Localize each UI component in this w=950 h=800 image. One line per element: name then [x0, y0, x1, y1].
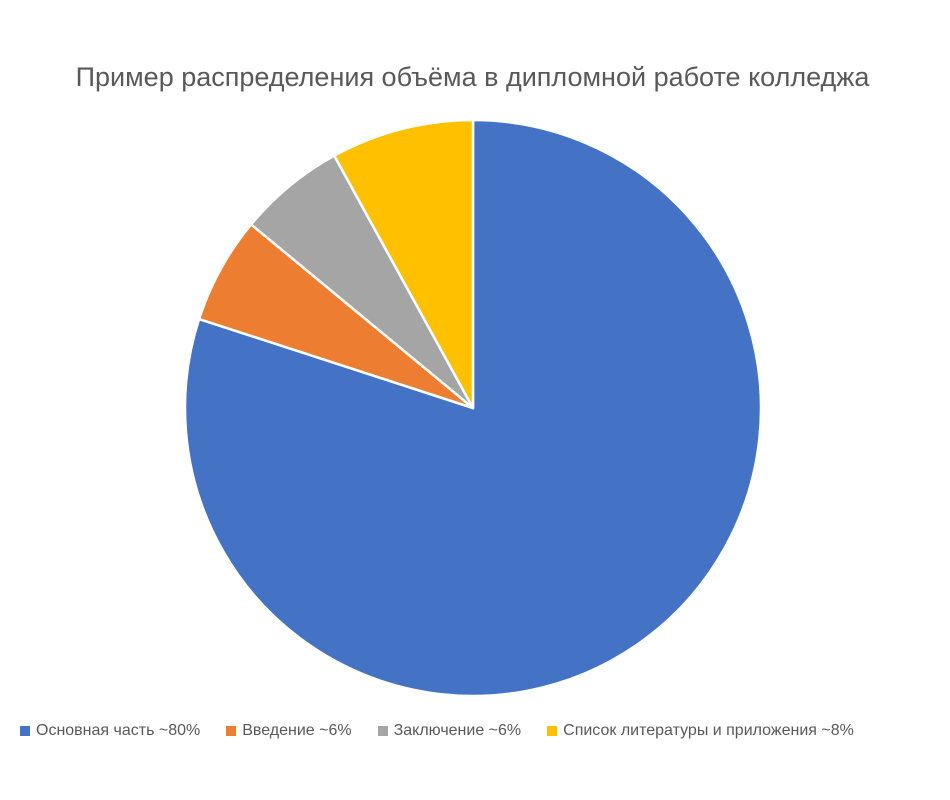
legend-label-bibliography: Список литературы и приложения ~8%	[563, 722, 854, 739]
legend-label-main-part: Основная часть ~80%	[36, 722, 201, 739]
legend: Основная часть ~80% Введение ~6% Заключе…	[20, 722, 854, 740]
legend-swatch-main-part	[20, 726, 30, 736]
legend-item-conclusion: Заключение ~6%	[377, 722, 522, 740]
legend-item-main-part: Основная часть ~80%	[20, 722, 200, 740]
legend-swatch-introduction	[226, 726, 237, 736]
chart-title: Пример распределения объёма в дипломной …	[75, 62, 870, 92]
legend-item-introduction: Введение ~6%	[226, 722, 352, 740]
legend-swatch-bibliography	[547, 726, 558, 736]
legend-label-introduction: Введение ~6%	[242, 722, 352, 739]
legend-swatch-conclusion	[377, 726, 388, 736]
legend-label-conclusion: Заключение ~6%	[393, 722, 522, 739]
legend-item-bibliography: Список литературы и приложения ~8%	[547, 722, 854, 740]
pie-slice-bibliography	[333, 118, 475, 410]
